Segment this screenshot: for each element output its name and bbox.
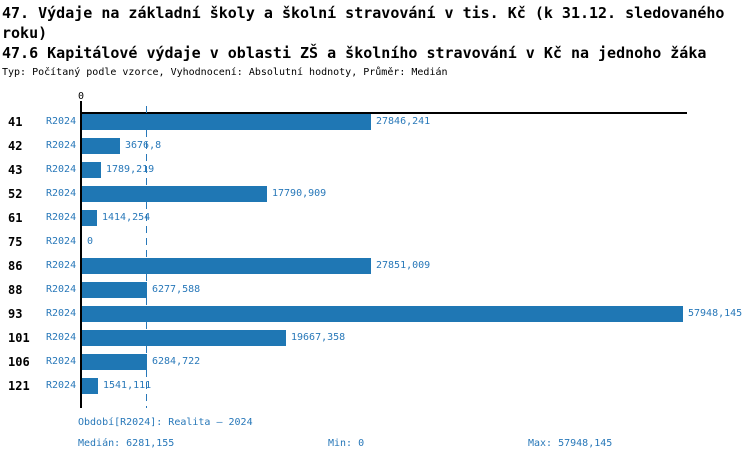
bar-value-label: 6284,722 xyxy=(152,356,201,367)
bar xyxy=(82,330,286,346)
bar-value-label: 0 xyxy=(87,236,94,247)
bar xyxy=(82,258,371,274)
bar-value-label: 27851,009 xyxy=(376,260,431,271)
row-category-label: 93 xyxy=(8,307,23,321)
row-period-label: R2024 xyxy=(46,284,77,295)
median-reference-line xyxy=(146,106,147,408)
footer-min: Min: 0 xyxy=(328,438,365,449)
row-period-label: R2024 xyxy=(46,116,77,127)
row-period-label: R2024 xyxy=(46,380,77,391)
footer-max: Max: 57948,145 xyxy=(528,438,613,449)
indicator-meta: Typ: Počítaný podle vzorce, Vyhodnocení:… xyxy=(2,67,448,78)
bar xyxy=(82,306,683,322)
bar xyxy=(82,282,147,298)
row-category-label: 75 xyxy=(8,235,23,249)
row-category-label: 101 xyxy=(8,331,30,345)
bar-value-label: 3676,8 xyxy=(125,140,162,151)
y-axis-line xyxy=(80,101,82,408)
bar xyxy=(82,378,98,394)
row-period-label: R2024 xyxy=(46,188,77,199)
row-category-label: 121 xyxy=(8,379,30,393)
bar-value-label: 1789,219 xyxy=(106,164,155,175)
bar xyxy=(82,138,120,154)
row-period-label: R2024 xyxy=(46,332,77,343)
row-period-label: R2024 xyxy=(46,212,77,223)
bar xyxy=(82,186,267,202)
bar-value-label: 57948,145 xyxy=(688,308,743,319)
row-period-label: R2024 xyxy=(46,260,77,271)
row-category-label: 106 xyxy=(8,355,30,369)
row-period-label: R2024 xyxy=(46,140,77,151)
bar-value-label: 19667,358 xyxy=(291,332,346,343)
footer-median: Medián: 6281,155 xyxy=(78,438,175,449)
indicator-title: 47.6 Kapitálové výdaje v oblasti ZŠ a šk… xyxy=(2,44,707,62)
row-category-label: 41 xyxy=(8,115,23,129)
bar xyxy=(82,354,147,370)
row-period-label: R2024 xyxy=(46,356,77,367)
row-period-label: R2024 xyxy=(46,236,77,247)
bar-value-label: 27846,241 xyxy=(376,116,431,127)
bar-value-label: 1414,254 xyxy=(102,212,151,223)
bar xyxy=(82,162,101,178)
bar xyxy=(82,210,97,226)
row-category-label: 86 xyxy=(8,259,23,273)
row-category-label: 43 xyxy=(8,163,23,177)
bar xyxy=(82,114,371,130)
row-category-label: 61 xyxy=(8,211,23,225)
report-title: 47. Výdaje na základní školy a školní st… xyxy=(2,4,725,42)
bar-value-label: 6277,588 xyxy=(152,284,201,295)
x-axis-zero-tick-label: 0 xyxy=(77,91,85,102)
row-category-label: 52 xyxy=(8,187,23,201)
footer-period: Období[R2024]: Realita – 2024 xyxy=(78,417,253,428)
bar-value-label: 17790,909 xyxy=(272,188,327,199)
row-period-label: R2024 xyxy=(46,308,77,319)
row-category-label: 42 xyxy=(8,139,23,153)
row-category-label: 88 xyxy=(8,283,23,297)
bar-value-label: 1541,111 xyxy=(103,380,152,391)
x-axis-line xyxy=(80,112,687,114)
row-period-label: R2024 xyxy=(46,164,77,175)
